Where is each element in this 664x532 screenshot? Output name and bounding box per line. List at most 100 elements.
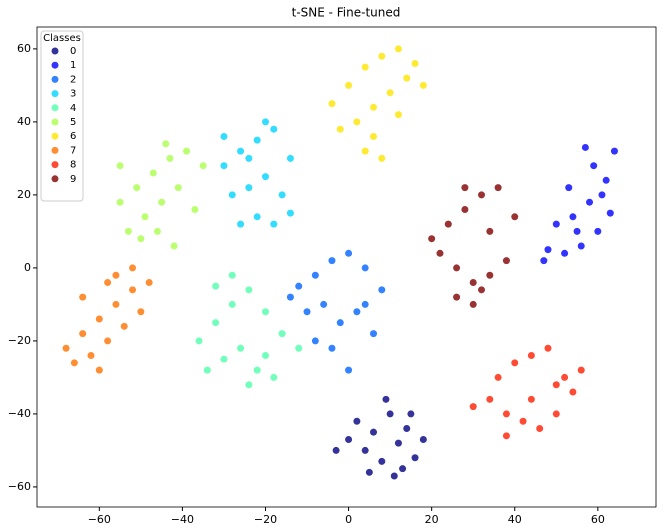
point (361, 63, 369, 71)
point (70, 359, 78, 367)
x-tick-label: 20 (425, 513, 439, 526)
point (278, 191, 286, 199)
point (245, 154, 253, 162)
point (245, 184, 253, 192)
point (141, 213, 149, 221)
point (149, 169, 157, 177)
point (353, 308, 361, 316)
legend-label: 0 (70, 46, 76, 57)
point (573, 227, 581, 235)
point (220, 133, 228, 141)
point (411, 454, 419, 462)
point (486, 395, 494, 403)
point (79, 293, 87, 301)
point (502, 257, 510, 265)
y-tick-label: 40 (17, 115, 31, 128)
point (590, 162, 598, 170)
x-tick-label: −20 (254, 513, 277, 526)
x-tick-label: 40 (508, 513, 522, 526)
point (527, 395, 535, 403)
y-tick-label: −20 (8, 334, 31, 347)
point (116, 162, 124, 170)
legend-marker (51, 90, 59, 98)
point (361, 300, 369, 308)
point (133, 184, 141, 192)
legend-marker (51, 61, 59, 69)
x-tick-label: 0 (345, 513, 352, 526)
point (511, 359, 519, 367)
legend-label: 9 (70, 174, 76, 185)
point (261, 352, 269, 360)
point (253, 366, 261, 374)
x-tick-label: −40 (171, 513, 194, 526)
point (203, 366, 211, 374)
point (261, 118, 269, 126)
point (311, 271, 319, 279)
point (311, 337, 319, 345)
legend-label: 4 (70, 103, 76, 114)
point (62, 344, 70, 352)
point (365, 468, 373, 476)
point (270, 125, 278, 133)
point (378, 52, 386, 60)
point (112, 300, 120, 308)
point (569, 388, 577, 396)
point (270, 373, 278, 381)
legend-marker (51, 175, 59, 183)
point (606, 209, 614, 217)
point (353, 118, 361, 126)
point (129, 286, 137, 294)
x-tick-label: −60 (88, 513, 111, 526)
point (158, 198, 166, 206)
point (153, 227, 161, 235)
point (237, 344, 245, 352)
point (486, 271, 494, 279)
point (399, 465, 407, 473)
point (166, 154, 174, 162)
point (220, 162, 228, 170)
point (453, 293, 461, 301)
point (361, 147, 369, 155)
point (145, 279, 153, 287)
point (261, 173, 269, 181)
point (561, 373, 569, 381)
point (104, 279, 112, 287)
point (461, 206, 469, 214)
point (345, 435, 353, 443)
point (353, 417, 361, 425)
point (378, 286, 386, 294)
legend-marker (51, 146, 59, 154)
point (120, 322, 128, 330)
y-tick-label: 60 (17, 42, 31, 55)
y-tick-label: 20 (17, 188, 31, 201)
point (419, 81, 427, 89)
legend-label: 8 (70, 160, 76, 171)
point (386, 89, 394, 97)
legend-title: Classes (43, 33, 81, 44)
point (245, 381, 253, 389)
point (228, 191, 236, 199)
point (390, 472, 398, 480)
point (220, 355, 228, 363)
point (478, 286, 486, 294)
point (237, 147, 245, 155)
point (469, 403, 477, 411)
point (104, 337, 112, 345)
point (286, 209, 294, 217)
point (124, 227, 132, 235)
point (565, 184, 573, 192)
legend-label: 7 (70, 145, 76, 156)
point (378, 154, 386, 162)
point (137, 235, 145, 243)
legend-label: 1 (70, 60, 76, 71)
point (403, 74, 411, 82)
point (228, 300, 236, 308)
point (174, 184, 182, 192)
point (511, 213, 519, 221)
point (195, 337, 203, 345)
point (129, 264, 137, 272)
point (328, 100, 336, 108)
point (610, 147, 618, 155)
legend-label: 6 (70, 131, 76, 142)
